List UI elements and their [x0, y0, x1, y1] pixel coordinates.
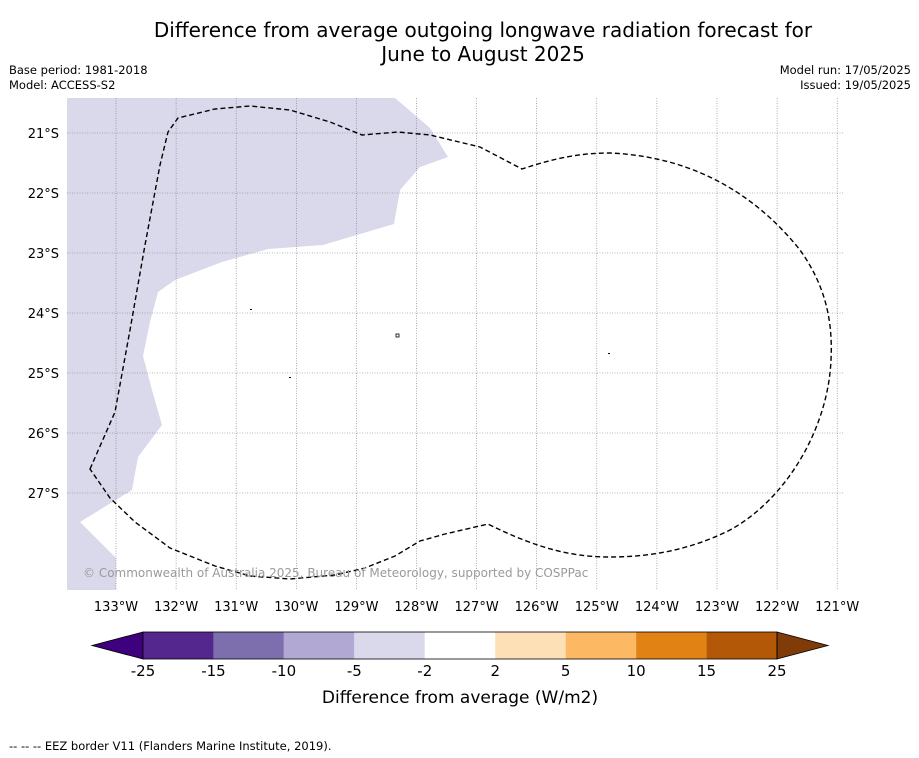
model-text: Model: ACCESS-S2 — [9, 78, 116, 92]
colorbar-tick-label: -2 — [417, 662, 432, 680]
latitude-label: 21°S — [28, 127, 59, 142]
title-line-2: June to August 2025 — [381, 42, 585, 66]
longitude-label: 129°W — [334, 600, 378, 615]
longitude-label: 123°W — [695, 600, 739, 615]
footer-legend: -- -- -- EEZ border V11 (Flanders Marine… — [9, 739, 332, 753]
longitude-label: 128°W — [394, 600, 438, 615]
latitude-label: 22°S — [28, 187, 59, 202]
model-run-text: Model run: 17/05/2025 — [779, 63, 911, 77]
colorbar-segment — [636, 632, 707, 659]
colorbar-segment — [424, 632, 496, 659]
longitude-labels: 133°W 132°W 131°W 130°W 129°W 128°W 127°W 126°W… — [94, 600, 860, 615]
copyright-watermark: © Commonwealth of Australia 2025, Bureau… — [83, 566, 588, 580]
colorbar-segment — [283, 632, 355, 659]
colorbar-tick-label: -15 — [201, 662, 226, 680]
colorbar-segment — [213, 632, 284, 659]
colorbar-tick-label: 15 — [697, 662, 716, 680]
colorbar-tick-label: 10 — [627, 662, 646, 680]
issued-text: Issued: 19/05/2025 — [800, 78, 911, 92]
map-grid — [67, 98, 843, 590]
shaded-region-west — [67, 98, 448, 590]
colorbar-tick-label: 2 — [490, 662, 500, 680]
colorbar-tick-label: 25 — [767, 662, 786, 680]
map-panel: © Commonwealth of Australia 2025, Bureau… — [67, 98, 843, 590]
longitude-label: 133°W — [94, 600, 138, 615]
island-mark — [289, 377, 291, 378]
base-period-text: Base period: 1981-2018 — [9, 63, 148, 77]
colorbar-tick-label: -5 — [347, 662, 362, 680]
longitude-label: 130°W — [274, 600, 318, 615]
colorbar-segment — [706, 632, 777, 659]
colorbar-segment — [354, 632, 425, 659]
island-mark — [608, 353, 610, 354]
colorbar-extend-high — [776, 631, 830, 660]
colorbar: -25 -15 -10 -5 -2 2 5 10 15 25 — [90, 631, 830, 680]
longitude-label: 126°W — [515, 600, 559, 615]
colorbar-segment — [495, 632, 566, 659]
longitude-label: 122°W — [755, 600, 799, 615]
island-mark — [250, 309, 252, 310]
longitude-label: 132°W — [154, 600, 198, 615]
island-mark — [395, 333, 400, 338]
eez-border — [89, 105, 832, 580]
colorbar-segment — [143, 632, 214, 659]
latitude-label: 25°S — [28, 367, 59, 382]
meta-left: Base period: 1981-2018 Model: ACCESS-S2 — [9, 63, 148, 93]
colorbar-tick-label: -10 — [272, 662, 297, 680]
longitude-label: 121°W — [815, 600, 859, 615]
latitude-labels: 21°S 22°S 23°S 24°S 25°S 26°S 27°S — [28, 127, 59, 502]
colorbar-tick-label: -25 — [131, 662, 156, 680]
meta-right: Model run: 17/05/2025 Issued: 19/05/2025 — [780, 63, 911, 93]
island-marks — [250, 309, 610, 378]
longitude-label: 127°W — [455, 600, 499, 615]
colorbar-tick-label: 5 — [561, 662, 571, 680]
latitude-label: 23°S — [28, 247, 59, 262]
latitude-label: 26°S — [28, 427, 59, 442]
chart-title: Difference from average outgoing longwav… — [0, 18, 919, 66]
longitude-label: 131°W — [214, 600, 258, 615]
colorbar-title: Difference from average (W/m2) — [322, 688, 598, 708]
title-line-1: Difference from average outgoing longwav… — [153, 18, 813, 42]
colorbar-outline — [142, 631, 778, 660]
longitude-label: 124°W — [635, 600, 679, 615]
latitude-label: 27°S — [28, 487, 59, 502]
colorbar-extend-low — [90, 631, 144, 660]
colorbar-segment — [565, 632, 637, 659]
longitude-label: 125°W — [575, 600, 619, 615]
latitude-label: 24°S — [28, 307, 59, 322]
